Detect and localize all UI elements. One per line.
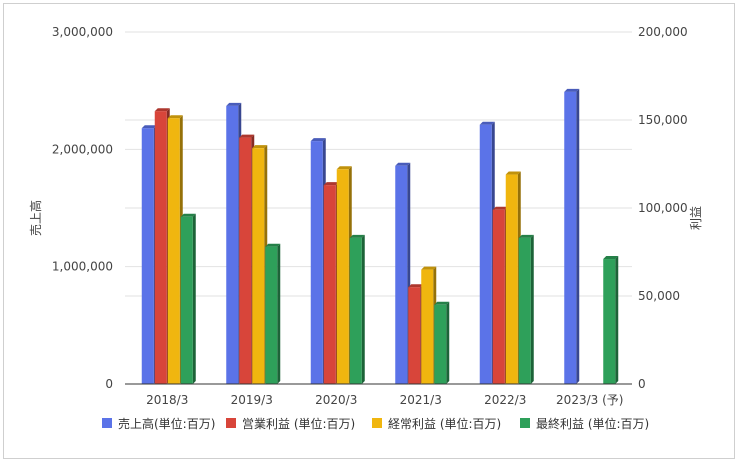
bar — [518, 234, 534, 384]
gridlines — [125, 31, 632, 297]
legend-label: 経常利益 (単位:百万) — [388, 416, 501, 431]
right-tick-label: 0 — [638, 377, 646, 391]
left-axis-ticks: 0 1,000,000 2,000,000 3,000,000 — [52, 25, 113, 391]
bar — [395, 162, 411, 384]
left-tick-label: 1,000,000 — [52, 260, 113, 274]
right-axis-title: 利益 — [689, 206, 703, 230]
legend-swatch — [520, 418, 530, 428]
bar — [310, 138, 326, 384]
bar — [336, 166, 352, 384]
left-tick-label: 0 — [105, 377, 113, 391]
right-tick-label: 200,000 — [638, 25, 688, 39]
left-tick-label: 2,000,000 — [52, 142, 113, 156]
left-tick-label: 3,000,000 — [52, 25, 113, 39]
bar — [349, 234, 365, 384]
x-tick-label: 2021/3 — [400, 393, 442, 407]
right-tick-label: 50,000 — [638, 289, 680, 303]
x-tick-label: 2019/3 — [231, 393, 273, 407]
bar — [154, 108, 170, 384]
x-tick-label: 2020/3 — [315, 393, 357, 407]
bar — [252, 145, 268, 384]
bar — [492, 206, 508, 384]
bar — [323, 182, 339, 384]
bar — [141, 125, 157, 385]
bar — [226, 102, 242, 385]
bar — [408, 284, 424, 384]
bar — [505, 171, 521, 384]
bar — [479, 121, 495, 385]
bar — [603, 256, 619, 384]
legend-swatch — [226, 418, 236, 428]
bar — [167, 115, 183, 385]
right-tick-label: 150,000 — [638, 113, 688, 127]
x-axis-ticks: 2018/3 2019/3 2020/3 2021/3 2022/3 2023/3 (予) — [146, 393, 623, 407]
left-axis-title: 売上高 — [28, 200, 43, 236]
legend: 売上高(単位:百万) 営業利益 (単位:百万) 経常利益 (単位:百万) 最終利益 (… — [102, 416, 649, 431]
legend-label: 最終利益 (単位:百万) — [536, 416, 649, 431]
bar — [239, 134, 255, 384]
bars — [141, 88, 619, 385]
bar — [265, 243, 281, 384]
x-tick-label: 2022/3 — [484, 393, 526, 407]
bar — [564, 88, 580, 384]
bar — [434, 301, 450, 384]
legend-label: 売上高(単位:百万) — [118, 416, 215, 431]
legend-swatch — [102, 418, 112, 428]
x-tick-label: 2023/3 (予) — [556, 393, 623, 407]
legend-swatch — [372, 418, 382, 428]
bar — [180, 213, 196, 384]
x-tick-label: 2018/3 — [146, 393, 188, 407]
right-tick-label: 100,000 — [638, 201, 688, 215]
bar — [421, 266, 437, 384]
legend-label: 営業利益 (単位:百万) — [242, 416, 355, 431]
right-axis-ticks: 0 50,000 100,000 150,000 200,000 — [638, 25, 688, 391]
